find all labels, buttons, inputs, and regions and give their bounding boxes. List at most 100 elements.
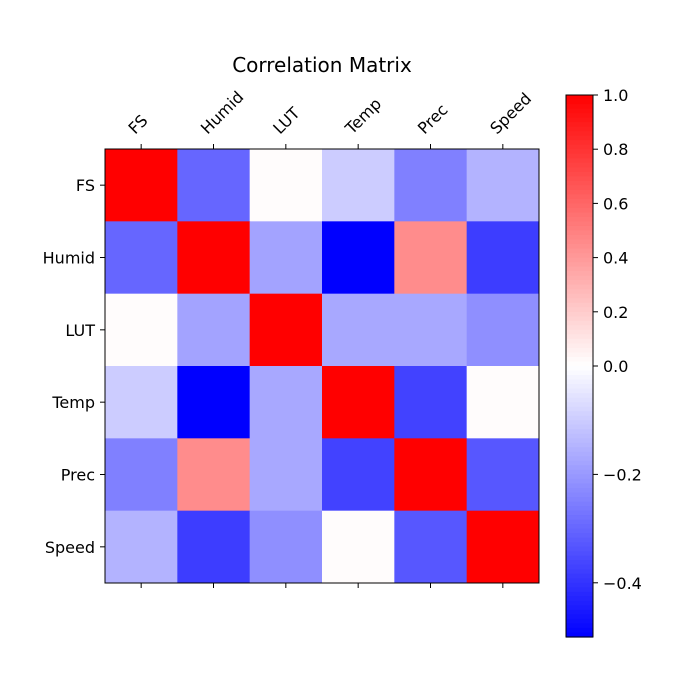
y-tick-label: Speed xyxy=(45,538,95,557)
chart-title: Correlation Matrix xyxy=(232,53,412,77)
y-tick-label: FS xyxy=(76,176,95,195)
colorbar-segment xyxy=(566,347,593,354)
colorbar-segment xyxy=(566,406,593,412)
heatmap-cell xyxy=(249,221,323,295)
colorbar-segment xyxy=(566,379,593,385)
colorbar-segment xyxy=(566,266,593,272)
colorbar-segment xyxy=(566,483,593,489)
x-tick-label: Speed xyxy=(486,89,535,138)
colorbar-segment xyxy=(566,370,593,376)
colorbar-segment xyxy=(566,221,593,227)
heatmap-cell xyxy=(177,149,251,222)
colorbar-segment xyxy=(566,424,593,430)
heatmap-cell xyxy=(394,510,468,584)
colorbar-segment xyxy=(566,298,593,304)
colorbar-segment xyxy=(566,248,593,254)
colorbar-segment xyxy=(566,442,593,448)
heatmap-cell xyxy=(249,438,323,512)
colorbar-segment xyxy=(566,356,593,363)
colorbar-segment xyxy=(566,366,593,372)
colorbar-segment xyxy=(566,623,593,629)
colorbar-segment xyxy=(566,302,593,308)
colorbar-tick-label: −0.2 xyxy=(603,465,642,484)
colorbar-segment xyxy=(566,451,593,457)
heatmap-cell xyxy=(322,149,395,222)
colorbar-segment xyxy=(566,230,593,236)
colorbar-segment xyxy=(566,113,593,119)
y-axis-ticks: FS Humid LUT Temp Prec Speed xyxy=(43,176,105,557)
colorbar-segment xyxy=(566,555,593,561)
heatmap-cell xyxy=(105,293,178,367)
heatmap-cell xyxy=(394,438,468,512)
colorbar-segment xyxy=(566,433,593,439)
colorbar-tick-label: −0.4 xyxy=(603,574,642,593)
colorbar-segment xyxy=(566,194,593,200)
heatmap-cell xyxy=(249,510,323,584)
colorbar-segment xyxy=(566,158,593,164)
colorbar: 1.0 0.8 0.6 0.4 0.2 0.0 −0.2 −0.4 xyxy=(565,86,642,638)
colorbar-tick-label: 0.0 xyxy=(603,357,628,376)
y-tick-label: LUT xyxy=(65,321,95,340)
colorbar-segment xyxy=(566,515,593,521)
heatmap-cell xyxy=(322,366,395,439)
colorbar-tick-label: 1.0 xyxy=(603,86,628,105)
heatmap-cell xyxy=(322,293,395,367)
colorbar-segment xyxy=(566,465,593,471)
colorbar-segment xyxy=(566,122,593,128)
x-tick-label: Prec xyxy=(414,100,452,138)
heatmap-cell xyxy=(466,293,540,367)
colorbar-segment xyxy=(566,338,593,345)
colorbar-segment xyxy=(566,325,593,331)
heatmap-cell xyxy=(466,438,540,512)
colorbar-segment xyxy=(566,546,593,552)
colorbar-segment xyxy=(566,162,593,168)
colorbar-segment xyxy=(566,212,593,218)
colorbar-segment xyxy=(566,438,593,444)
colorbar-segment xyxy=(566,596,593,602)
colorbar-segment xyxy=(566,95,593,101)
colorbar-segment xyxy=(566,275,593,281)
colorbar-segment xyxy=(566,108,593,114)
colorbar-segment xyxy=(566,551,593,557)
colorbar-segment xyxy=(566,402,593,408)
heatmap-cell xyxy=(105,221,178,295)
colorbar-segment xyxy=(566,307,593,313)
colorbar-segment xyxy=(566,501,593,507)
colorbar-segment xyxy=(566,627,593,634)
colorbar-segment xyxy=(566,293,593,299)
colorbar-segment xyxy=(566,280,593,286)
colorbar-segment xyxy=(566,411,593,417)
colorbar-segment xyxy=(566,167,593,173)
colorbar-segment xyxy=(566,131,593,137)
heatmap-cell xyxy=(105,438,178,512)
colorbar-segment xyxy=(566,614,593,620)
colorbar-segment xyxy=(566,506,593,512)
colorbar-segment xyxy=(566,361,593,367)
x-tick-label: LUT xyxy=(269,103,304,138)
colorbar-segment xyxy=(566,189,593,195)
heatmap-cell xyxy=(466,149,540,222)
colorbar-segment xyxy=(566,474,593,480)
colorbar-segment xyxy=(566,447,593,453)
colorbar-segment xyxy=(566,510,593,516)
colorbar-segment xyxy=(566,496,593,503)
heatmap-cell xyxy=(105,510,178,584)
colorbar-segment xyxy=(566,253,593,259)
heatmap-cell xyxy=(177,221,251,295)
colorbar-segment xyxy=(566,99,593,105)
colorbar-segment xyxy=(566,198,593,204)
colorbar-segment xyxy=(566,104,593,110)
colorbar-segment xyxy=(566,375,593,381)
heatmap-cell xyxy=(394,366,468,439)
colorbar-segment xyxy=(566,605,593,611)
heatmap-cells xyxy=(105,149,540,584)
colorbar-segment xyxy=(566,460,593,466)
colorbar-segment xyxy=(566,235,593,241)
colorbar-segment xyxy=(566,537,593,543)
colorbar-segment xyxy=(566,524,593,530)
colorbar-tick-label: 0.6 xyxy=(603,194,628,213)
colorbar-segment xyxy=(566,569,593,575)
colorbar-segment xyxy=(566,140,593,146)
heatmap-cell xyxy=(322,221,395,295)
